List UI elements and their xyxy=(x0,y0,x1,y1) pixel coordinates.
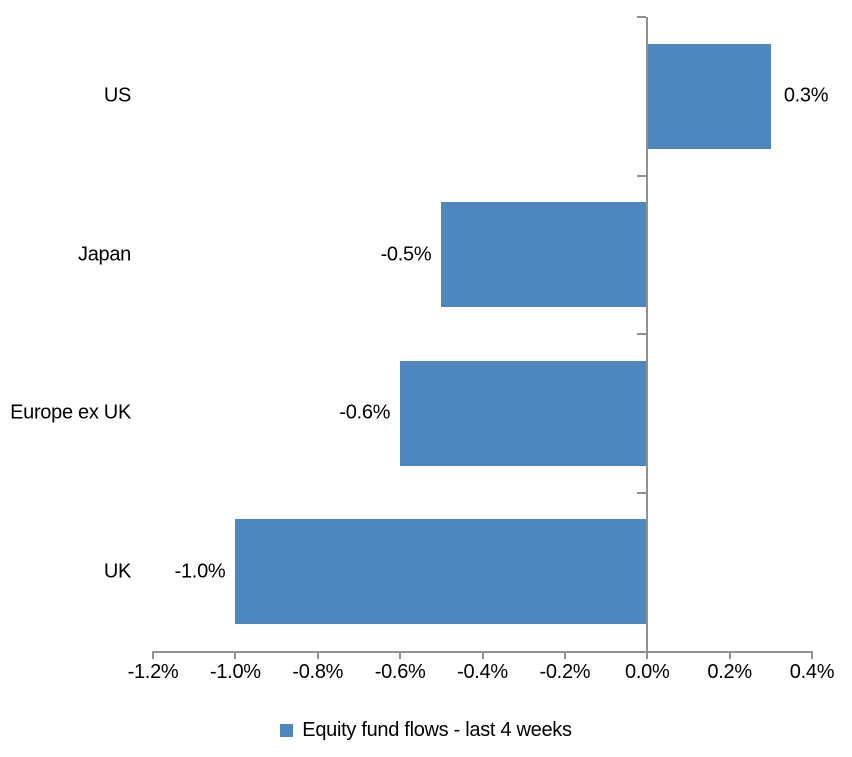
x-axis-tick xyxy=(316,653,319,659)
x-axis-line xyxy=(152,651,813,653)
y-axis-tick xyxy=(637,174,647,177)
category-label: US xyxy=(103,84,131,107)
x-tick-label: -1.2% xyxy=(127,661,179,683)
legend: Equity fund flows - last 4 weeks xyxy=(0,714,852,746)
legend-label: Equity fund flows - last 4 weeks xyxy=(302,718,572,741)
x-tick-label: -0.4% xyxy=(457,661,508,683)
x-tick-label: 0.2% xyxy=(707,661,752,683)
x-tick-label: -1.0% xyxy=(210,661,261,683)
x-axis-tick xyxy=(728,653,731,659)
bar xyxy=(441,202,648,308)
bar-data-label: -0.5% xyxy=(380,243,432,266)
x-axis-tick xyxy=(234,653,237,659)
bar-data-label: 0.3% xyxy=(783,84,829,107)
bar xyxy=(647,43,771,149)
y-axis-tick xyxy=(637,333,647,335)
category-label: Europe ex UK xyxy=(10,401,131,424)
x-tick-label: 0.0% xyxy=(625,661,670,683)
x-axis-tick xyxy=(811,653,813,659)
x-tick-label: -0.6% xyxy=(374,661,426,683)
x-tick-label: 0.4% xyxy=(789,661,835,683)
y-axis-tick xyxy=(637,491,647,494)
x-tick-label: -0.2% xyxy=(539,661,591,683)
x-axis-tick xyxy=(399,653,402,659)
y-axis-line xyxy=(646,17,649,653)
x-axis-tick xyxy=(646,653,649,659)
category-label: Japan xyxy=(78,243,131,266)
bar-data-label: -0.6% xyxy=(339,401,391,424)
bar xyxy=(235,519,648,625)
x-tick-label: -0.8% xyxy=(292,661,344,683)
y-axis-tick xyxy=(637,16,647,18)
legend-marker-square xyxy=(280,723,294,737)
bar xyxy=(400,360,648,466)
x-axis-tick xyxy=(152,653,154,659)
x-axis-tick xyxy=(481,653,484,659)
bar-data-label: -1.0% xyxy=(174,560,226,583)
category-label: UK xyxy=(103,560,131,583)
x-axis-tick xyxy=(563,653,566,659)
